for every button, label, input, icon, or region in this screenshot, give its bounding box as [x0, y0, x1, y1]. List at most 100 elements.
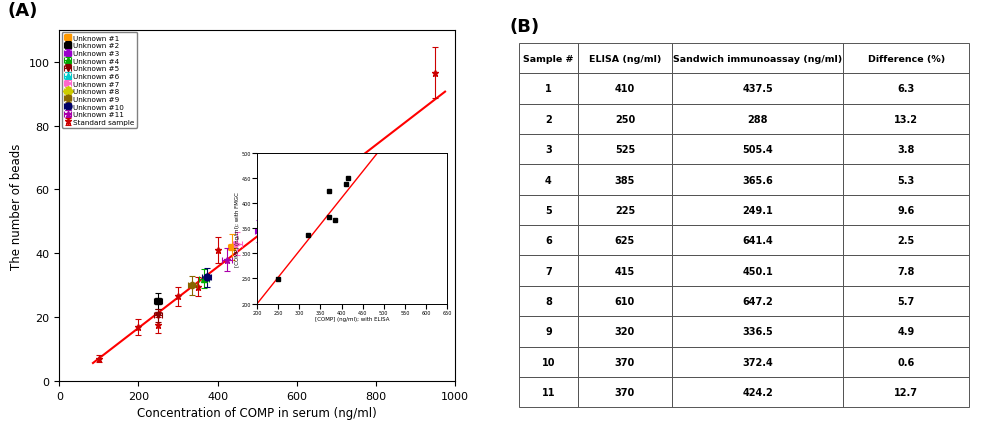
- Bar: [844, 165, 969, 195]
- Text: 2: 2: [545, 115, 552, 124]
- Text: 5.3: 5.3: [898, 175, 915, 185]
- Bar: [844, 317, 969, 347]
- Text: 1: 1: [545, 84, 552, 94]
- Text: 385: 385: [615, 175, 635, 185]
- Bar: [519, 256, 578, 286]
- Legend: Unknown #1, Unknown #2, Unknown #3, Unknown #4, Unknown #5, Unknown #6, Unknown : Unknown #1, Unknown #2, Unknown #3, Unkn…: [61, 33, 137, 128]
- Text: 249.1: 249.1: [743, 205, 773, 215]
- Bar: [673, 74, 844, 104]
- Bar: [578, 286, 673, 316]
- Text: 4: 4: [545, 175, 552, 185]
- Text: ELISA (ng/ml): ELISA (ng/ml): [588, 54, 662, 64]
- Text: 365.6: 365.6: [743, 175, 773, 185]
- X-axis label: Concentration of COMP in serum (ng/ml): Concentration of COMP in serum (ng/ml): [137, 406, 377, 419]
- Text: 525: 525: [615, 145, 635, 155]
- Bar: [578, 74, 673, 104]
- Text: 4.9: 4.9: [898, 327, 915, 336]
- Bar: [844, 104, 969, 135]
- Text: 225: 225: [615, 205, 635, 215]
- Bar: [519, 165, 578, 195]
- Bar: [673, 104, 844, 135]
- Text: 6.3: 6.3: [898, 84, 915, 94]
- Bar: [578, 256, 673, 286]
- Text: 610: 610: [615, 297, 635, 306]
- Bar: [673, 377, 844, 407]
- Text: Sample #: Sample #: [523, 54, 574, 64]
- Bar: [519, 317, 578, 347]
- Text: 5: 5: [545, 205, 552, 215]
- Text: 372.4: 372.4: [743, 357, 773, 367]
- Bar: [673, 256, 844, 286]
- Bar: [578, 226, 673, 256]
- Bar: [578, 347, 673, 377]
- Text: 437.5: 437.5: [743, 84, 773, 94]
- Bar: [844, 256, 969, 286]
- Text: (B): (B): [509, 18, 539, 35]
- Text: 6: 6: [545, 236, 552, 246]
- Bar: [844, 347, 969, 377]
- Bar: [844, 286, 969, 316]
- Bar: [844, 74, 969, 104]
- Text: (A): (A): [8, 2, 39, 20]
- Bar: [673, 286, 844, 316]
- Text: 250: 250: [615, 115, 635, 124]
- Bar: [519, 135, 578, 165]
- Bar: [578, 377, 673, 407]
- Text: 505.4: 505.4: [743, 145, 773, 155]
- Bar: [519, 195, 578, 226]
- Bar: [673, 317, 844, 347]
- Bar: [844, 44, 969, 74]
- Text: 336.5: 336.5: [743, 327, 773, 336]
- Bar: [578, 195, 673, 226]
- Text: 450.1: 450.1: [743, 266, 773, 276]
- Bar: [519, 74, 578, 104]
- Text: 11: 11: [542, 387, 555, 397]
- Bar: [673, 135, 844, 165]
- Bar: [519, 44, 578, 74]
- Text: 3: 3: [545, 145, 552, 155]
- Bar: [519, 104, 578, 135]
- Text: 3.8: 3.8: [898, 145, 915, 155]
- Text: 625: 625: [615, 236, 635, 246]
- Bar: [578, 135, 673, 165]
- Bar: [673, 347, 844, 377]
- Bar: [844, 226, 969, 256]
- Text: 9.6: 9.6: [898, 205, 915, 215]
- Text: 5.7: 5.7: [898, 297, 915, 306]
- Bar: [673, 226, 844, 256]
- Text: 288: 288: [748, 115, 768, 124]
- Text: 320: 320: [615, 327, 635, 336]
- Text: Difference (%): Difference (%): [867, 54, 944, 64]
- Text: 8: 8: [545, 297, 552, 306]
- Text: 415: 415: [615, 266, 635, 276]
- Bar: [844, 135, 969, 165]
- Bar: [673, 195, 844, 226]
- Text: 7: 7: [545, 266, 552, 276]
- Bar: [844, 377, 969, 407]
- Bar: [673, 165, 844, 195]
- Bar: [578, 317, 673, 347]
- Bar: [578, 104, 673, 135]
- Text: 641.4: 641.4: [743, 236, 773, 246]
- Bar: [578, 165, 673, 195]
- Bar: [519, 286, 578, 316]
- Text: Sandwich immunoassay (ng/ml): Sandwich immunoassay (ng/ml): [674, 54, 843, 64]
- Text: 12.7: 12.7: [894, 387, 918, 397]
- Text: 9: 9: [545, 327, 552, 336]
- Text: 2.5: 2.5: [898, 236, 915, 246]
- Text: 424.2: 424.2: [743, 387, 773, 397]
- Text: 0.6: 0.6: [898, 357, 915, 367]
- Text: 647.2: 647.2: [743, 297, 773, 306]
- Text: 7.8: 7.8: [898, 266, 915, 276]
- Bar: [519, 347, 578, 377]
- Text: 370: 370: [615, 387, 635, 397]
- Text: 370: 370: [615, 357, 635, 367]
- Text: 410: 410: [615, 84, 635, 94]
- Bar: [578, 44, 673, 74]
- Text: 13.2: 13.2: [894, 115, 918, 124]
- Bar: [519, 226, 578, 256]
- Bar: [844, 195, 969, 226]
- Bar: [519, 377, 578, 407]
- Y-axis label: The number of beads: The number of beads: [10, 143, 23, 269]
- Text: 10: 10: [542, 357, 555, 367]
